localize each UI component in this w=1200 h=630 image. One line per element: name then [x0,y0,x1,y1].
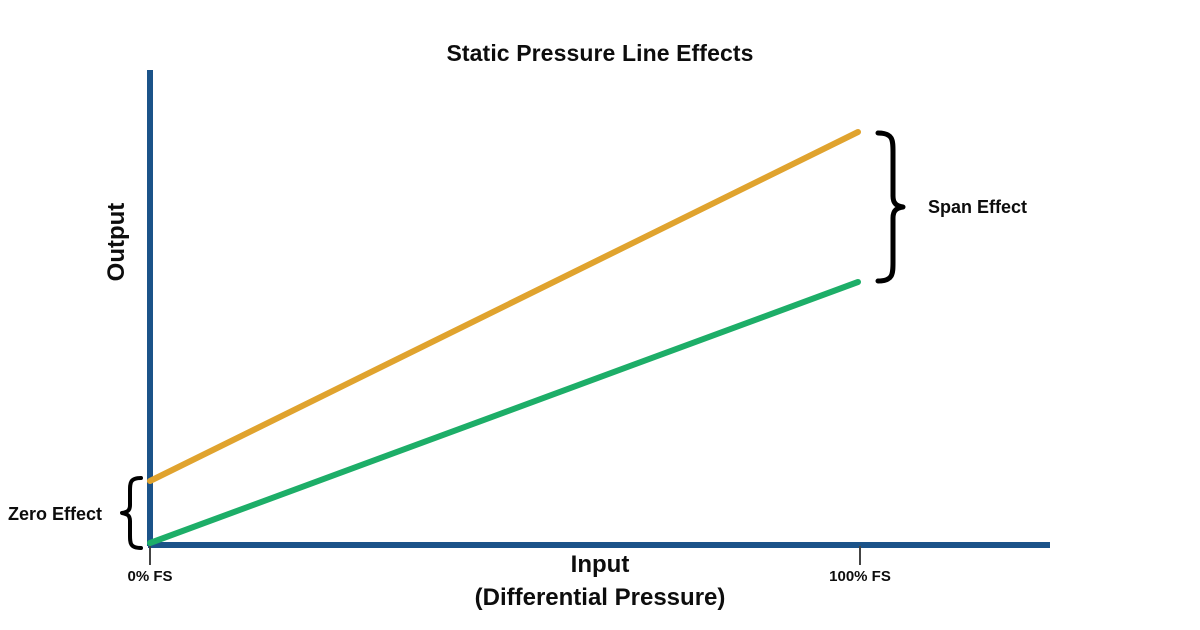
zero-effect-brace [120,476,143,550]
x-axis-label: Input (Differential Pressure) [420,548,780,614]
y-axis-label: Output [103,202,130,282]
zero-effect-label: Zero Effect [8,504,103,524]
x-axis-label-line1: Input [570,551,630,578]
span-effect-label: Span Effect [928,197,1028,217]
series-line-shifted-output [147,129,861,484]
x-tick-label-100-percent: 100% FS [829,568,891,585]
x-axis-label-line2: (Differential Pressure) [474,584,726,611]
span-effect-brace [875,130,906,284]
series-line-ideal-output [147,279,861,546]
x-tick-label-0-percent: 0% FS [127,568,173,585]
chart-title: Static Pressure Line Effects [446,40,754,66]
